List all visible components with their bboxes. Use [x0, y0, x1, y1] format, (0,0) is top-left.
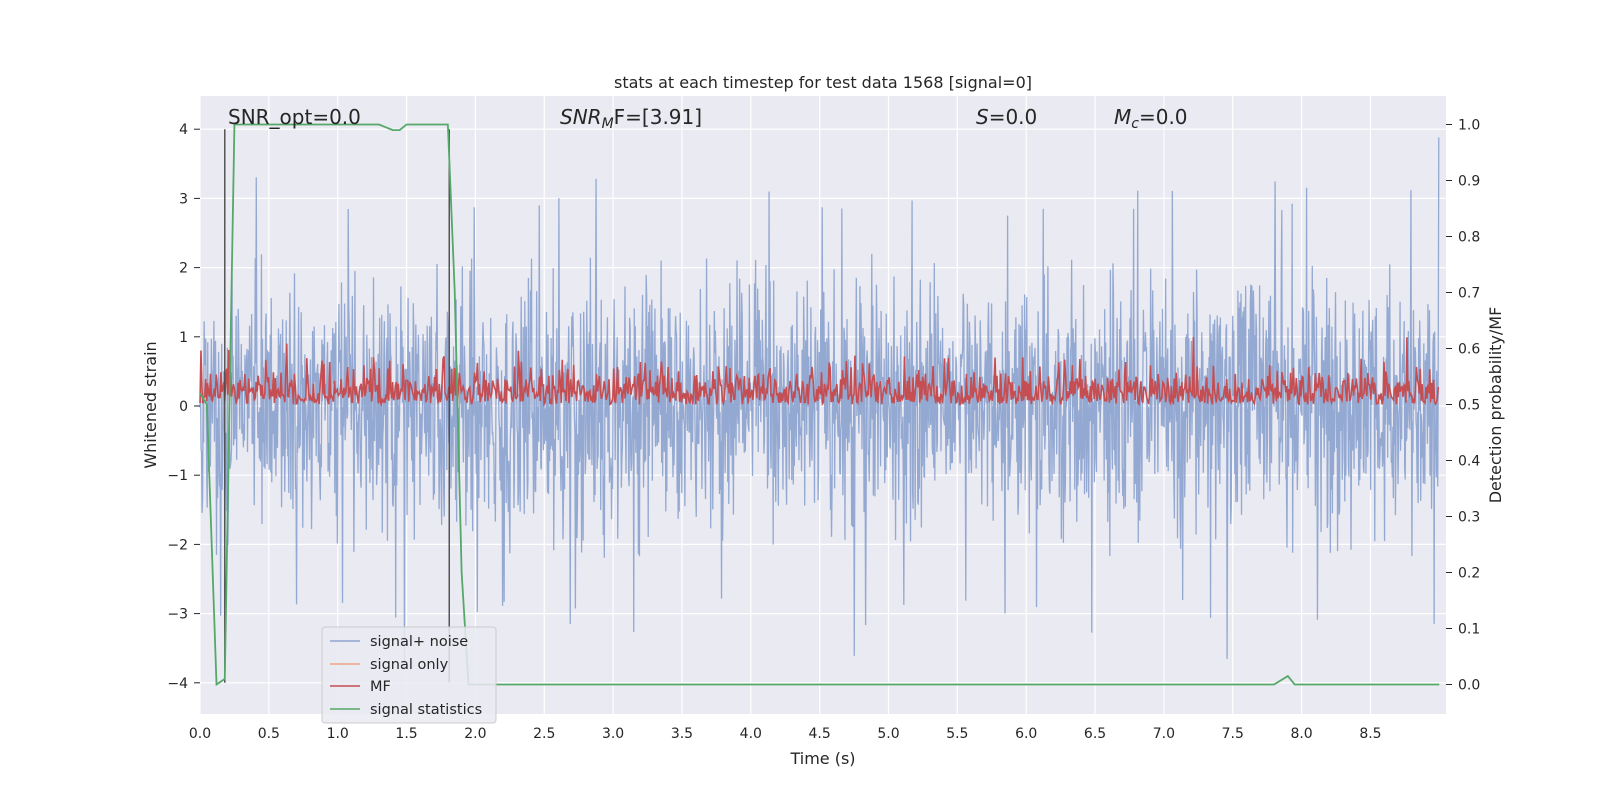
y2-tick-label: 0.4	[1458, 454, 1480, 470]
legend-label-signal-noise: signal+ noise	[370, 634, 468, 650]
snr-mf-sub: M	[602, 116, 614, 132]
y2-tick-label: 1.0	[1458, 118, 1480, 134]
chart-title: stats at each timestep for test data 156…	[614, 73, 1032, 92]
y2-axis-label: Detection probability/MF	[1486, 307, 1505, 504]
signal-plus-noise-series	[199, 137, 1440, 670]
signal-plus-noise-line	[199, 137, 1440, 670]
signal-statistics-line	[199, 123, 1440, 687]
y2-tick-label: 0.0	[1458, 678, 1480, 694]
y2-tick-label: 0.1	[1458, 622, 1480, 638]
x-tick-label: 8.0	[1290, 726, 1312, 742]
s-var: S	[976, 105, 989, 129]
mf-series	[199, 337, 1440, 408]
x-axis-label: Time (s)	[789, 749, 855, 768]
mc-sub: c	[1131, 116, 1139, 132]
x-tick-label: 6.0	[1015, 726, 1037, 742]
y2-tick-label: 0.2	[1458, 566, 1480, 582]
x-tick-label: 6.5	[1084, 726, 1106, 742]
x-tick-label: 5.5	[946, 726, 968, 742]
signal-statistics-series	[199, 123, 1440, 687]
legend-label-signal-statistics: signal statistics	[370, 702, 482, 718]
y2-tick-label: 0.6	[1458, 342, 1480, 358]
legend-box	[321, 626, 497, 724]
y-tick-label: −3	[167, 607, 188, 623]
mc-var: M	[1114, 105, 1131, 129]
mc-annotation: Mc=0.0	[1114, 105, 1188, 132]
y2-tick-label: 0.9	[1458, 174, 1480, 190]
x-tick-label: 7.5	[1222, 726, 1244, 742]
x-tick-label: 4.5	[809, 726, 831, 742]
snr-mf-prefix: SNR	[560, 105, 602, 129]
snr-mf-suffix: F=[3.91]	[614, 105, 702, 129]
x-tick-labels: 0.0 0.5 1.0 1.5 2.0 2.5 3.0 3.5 4.0 4.5 5.0 5.5 6.0 6…	[189, 726, 1382, 742]
vertical-markers	[224, 129, 450, 683]
y-tick-label: 1	[179, 330, 188, 346]
snr-mf-annotation: SNRMF=[3.91]	[560, 105, 702, 132]
legend-label-mf: MF	[370, 679, 391, 695]
x-tick-label: 7.0	[1153, 726, 1175, 742]
y2-tick-label: 0.7	[1458, 286, 1480, 302]
x-tick-label: 5.0	[877, 726, 899, 742]
x-tick-label: 4.0	[740, 726, 762, 742]
x-tick-label: 2.0	[464, 726, 486, 742]
mf-line	[199, 337, 1440, 408]
x-tick-label: 8.5	[1359, 726, 1381, 742]
y-tick-label: 0	[179, 399, 188, 415]
y-tick-labels: −4 −3 −2 −1 0 1 2 3 4	[167, 122, 200, 692]
y-tick-label: −1	[167, 468, 188, 484]
legend: signal+ noise signal only MF signal stat…	[321, 626, 497, 724]
x-tick-label: 2.5	[533, 726, 555, 742]
y-tick-label: 3	[179, 191, 188, 207]
y-axis-label: Whitened strain	[141, 341, 160, 468]
s-annotation: S=0.0	[976, 105, 1037, 129]
legend-label-signal-only: signal only	[370, 657, 449, 673]
y2-tick-label: 0.3	[1458, 510, 1480, 526]
x-tick-label: 3.0	[602, 726, 624, 742]
y2-tick-label: 0.8	[1458, 230, 1480, 246]
y2-tick-labels: 0.0 0.1 0.2 0.3 0.4 0.5 0.6 0.7 0.8 0.9 1.0	[1446, 118, 1480, 694]
x-tick-label: 0.0	[189, 726, 211, 742]
y-tick-label: −2	[167, 537, 188, 553]
mc-value: =0.0	[1139, 105, 1188, 129]
x-tick-label: 1.5	[395, 726, 417, 742]
x-tick-label: 1.0	[327, 726, 349, 742]
y-tick-label: 2	[179, 261, 188, 277]
s-value: =0.0	[989, 105, 1038, 129]
snr-opt-annotation: SNR_opt=0.0	[228, 105, 361, 129]
y2-tick-label: 0.5	[1458, 398, 1480, 414]
x-tick-label: 3.5	[671, 726, 693, 742]
y-tick-label: 4	[179, 122, 188, 138]
x-tick-label: 0.5	[258, 726, 280, 742]
y-tick-label: −4	[167, 676, 188, 692]
